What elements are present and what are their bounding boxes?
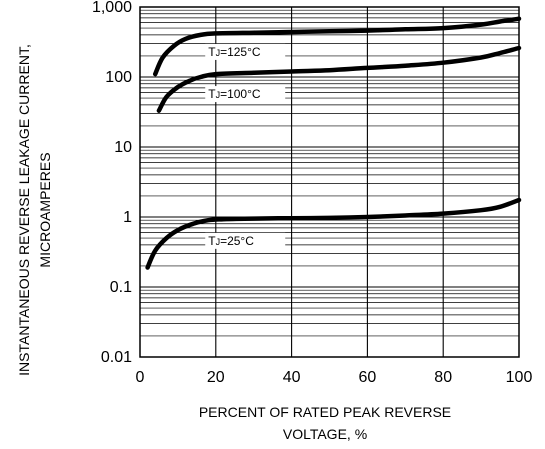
y-tick-label: 1 (123, 209, 132, 226)
y-tick-labels: 0.01 0.1 1 10 100 1,000 (92, 0, 132, 366)
x-axis-title-line-1: PERCENT OF RATED PEAK REVERSE (199, 404, 451, 420)
x-tick-label: 100 (506, 369, 533, 386)
y-tick-label: 100 (105, 69, 132, 86)
x-axis-title-line-2: VOLTAGE, % (283, 426, 367, 442)
label-background (205, 86, 286, 103)
x-tick-label: 0 (136, 369, 145, 386)
x-tick-label: 20 (207, 369, 225, 386)
y-tick-label: 1,000 (92, 0, 132, 16)
x-tick-label: 60 (359, 369, 377, 386)
series-layer (145, 16, 522, 270)
y-tick-label: 10 (114, 139, 132, 156)
y-tick-label: 0.01 (101, 349, 132, 366)
plot-frame (139, 6, 520, 358)
series-labels: TJ=125°C TJ=100°C TJ=25°C (205, 43, 286, 249)
curve-tj-100c (156, 45, 522, 113)
y-axis-title-line-2: MICROAMPERES (37, 152, 53, 267)
label-tj-125c: TJ=125°C (208, 45, 261, 59)
label-background (205, 232, 286, 249)
y-tick-label: 0.1 (110, 279, 132, 296)
label-background (205, 43, 286, 60)
curve-tj-125c (152, 16, 522, 77)
x-tick-label: 80 (434, 369, 452, 386)
label-tj-25c: TJ=25°C (208, 234, 254, 248)
x-tick-label: 40 (283, 369, 301, 386)
label-tj-100c: TJ=100°C (208, 87, 261, 101)
x-tick-labels: 0 20 40 60 80 100 (136, 369, 533, 386)
curve-tj-25c (145, 197, 522, 270)
y-axis-title-line-1: INSTANTANEOUS REVERSE LEAKAGE CURRENT, (16, 44, 32, 376)
